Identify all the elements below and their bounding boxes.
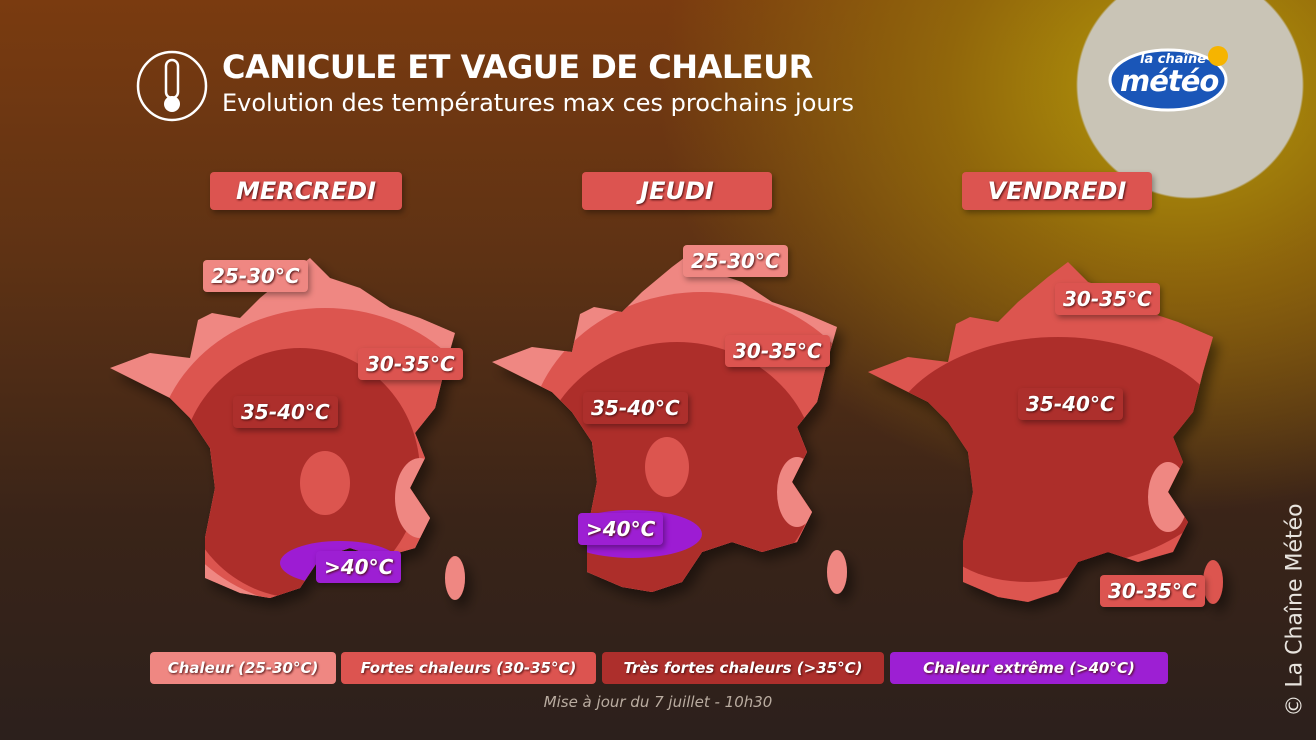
map [492,252,847,594]
title: CANICULE ET VAGUE DE CHALEUR [222,48,813,86]
day-header: MERCREDI [210,172,402,210]
zone-label: 35-40°C [233,396,338,428]
legend-item: Chaleur (25-30°C) [150,652,336,684]
icon [164,58,180,100]
subtitle: Evolution des températures max ces proch… [222,89,854,117]
legend-item: Chaleur extrême (>40°C) [890,652,1168,684]
logo [1108,48,1228,112]
zone-label: 30-35°C [1100,575,1205,607]
copyright: © La Chaîne Météo [1282,503,1308,717]
zone-label: 25-30°C [683,245,788,277]
zone-label: 35-40°C [1018,388,1123,420]
logo [1208,46,1228,66]
zone-label: 30-35°C [725,335,830,367]
update-note: Mise à jour du 7 juillet - 10h30 [543,693,773,711]
logo-text: météo [1120,64,1219,98]
logo-text: la chaîne [1140,52,1207,67]
day-header: JEUDI [582,172,772,210]
zone-label: 35-40°C [583,392,688,424]
legend-item: Très fortes chaleurs (>35°C) [602,652,884,684]
map [110,258,465,600]
legend-item: Fortes chaleurs (30-35°C) [341,652,596,684]
zone-label: >40°C [316,551,402,583]
icon [164,96,180,112]
icon [136,50,208,122]
zone-label: >40°C [578,513,664,545]
zone-label: 30-35°C [358,348,463,380]
zone-label: 25-30°C [203,260,308,292]
day-header: VENDREDI [962,172,1152,210]
zone-label: 30-35°C [1055,283,1160,315]
